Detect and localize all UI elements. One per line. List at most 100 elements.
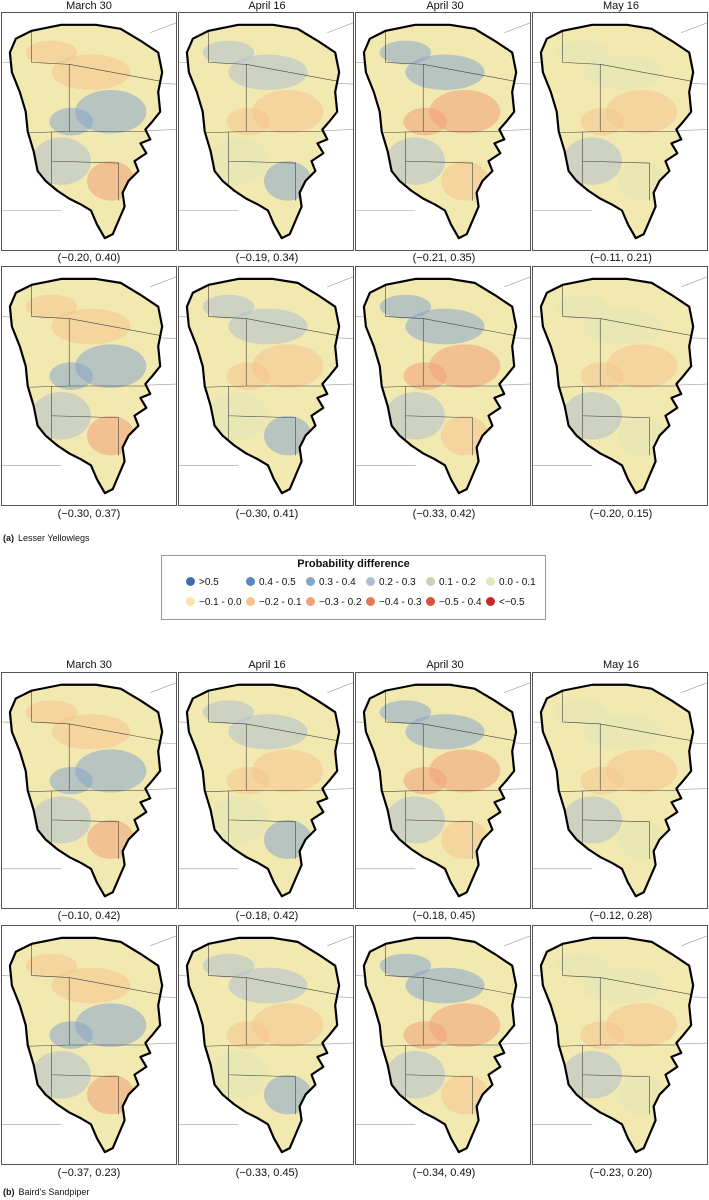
- range-label: (−0.20, 0.15): [589, 508, 653, 520]
- range-label: (−0.23, 0.20): [589, 1167, 653, 1179]
- legend-item: 0.1 - 0.2: [426, 577, 476, 588]
- map-svg: [2, 276, 176, 495]
- legend-label: >0.5: [199, 577, 219, 588]
- legend-item: −0.5 - 0.4: [426, 597, 482, 608]
- probability-patches: [540, 943, 694, 1115]
- caption-b-species: Baird’s Sandpiper: [18, 1187, 90, 1197]
- probability-patch: [252, 344, 324, 388]
- probability-patch: [25, 40, 78, 65]
- col-title-a-3: April 30: [426, 0, 464, 12]
- probability-patch: [252, 749, 324, 793]
- probability-patch: [25, 953, 78, 978]
- region-outline: [362, 936, 518, 1154]
- caption-a-label: (a): [3, 533, 14, 543]
- legend-label: −0.5 - 0.4: [439, 597, 482, 608]
- map-svg: [2, 935, 176, 1154]
- legend-swatch: [486, 597, 495, 606]
- probability-patch: [405, 967, 485, 1004]
- probability-patch: [379, 294, 432, 319]
- probability-patch: [228, 54, 308, 91]
- probability-patch: [556, 700, 609, 724]
- state-boundary: [186, 284, 340, 456]
- probability-patch: [49, 767, 93, 795]
- map-panel: [1, 266, 177, 506]
- col-title-b-2: April 16: [248, 659, 286, 671]
- probability-patch: [580, 767, 624, 795]
- range-label: (−0.18, 0.45): [412, 910, 476, 922]
- caption-b: (b) Baird’s Sandpiper: [3, 1187, 89, 1197]
- probability-patch: [226, 1021, 270, 1049]
- map-svg: [356, 22, 530, 240]
- probability-patch: [403, 107, 447, 136]
- legend-swatch: [186, 597, 195, 606]
- probability-patches: [363, 284, 517, 456]
- probability-patch: [202, 700, 255, 724]
- state-boundary: [9, 690, 163, 860]
- region-outline: [539, 683, 695, 898]
- range-label: (−0.11, 0.21): [590, 252, 652, 264]
- region-outline: [362, 23, 518, 240]
- probability-patch: [379, 40, 432, 65]
- probability-patch: [75, 90, 147, 134]
- probability-patch: [202, 294, 255, 319]
- state-boundary: [363, 30, 517, 201]
- map-panel: [355, 266, 531, 506]
- probability-patch: [582, 714, 662, 750]
- legend-title: Probability difference: [297, 558, 410, 570]
- probability-patch: [75, 749, 147, 793]
- map-svg: [179, 276, 353, 495]
- probability-patches: [9, 30, 163, 201]
- map-svg: [356, 935, 530, 1154]
- map-panel: [1, 12, 177, 251]
- map-panel: [532, 925, 708, 1165]
- legend-label: 0.2 - 0.3: [379, 577, 416, 588]
- probability-patch: [582, 967, 662, 1004]
- probability-patch: [252, 90, 324, 134]
- map-panel: [178, 672, 354, 909]
- legend-item: >0.5: [186, 577, 219, 588]
- probability-patch: [429, 1003, 501, 1047]
- state-boundary: [9, 943, 163, 1115]
- probability-patch: [25, 700, 78, 724]
- state-boundary: [363, 284, 517, 456]
- probability-patch: [606, 749, 678, 793]
- legend-swatch: [366, 597, 375, 606]
- legend-label: −0.2 - 0.1: [259, 597, 302, 608]
- range-label: (−0.37, 0.23): [57, 1167, 121, 1179]
- map-svg: [179, 682, 353, 898]
- legend-item: 0.4 - 0.5: [246, 577, 296, 588]
- probability-patch: [226, 107, 270, 136]
- probability-patch: [202, 40, 255, 65]
- map-svg: [356, 682, 530, 898]
- probability-patch: [51, 54, 131, 91]
- legend-label: 0.4 - 0.5: [259, 577, 296, 588]
- caption-b-label: (b): [3, 1187, 15, 1197]
- probability-patches: [363, 943, 517, 1115]
- probability-patches: [9, 690, 163, 860]
- state-boundary: [9, 30, 163, 201]
- region-outline: [362, 683, 518, 898]
- region-outline: [539, 23, 695, 240]
- map-svg: [2, 22, 176, 240]
- map-panel: [178, 925, 354, 1165]
- legend-label: −0.1 - 0.0: [199, 597, 242, 608]
- range-label: (−0.19, 0.34): [235, 252, 299, 264]
- probability-patch: [403, 767, 447, 795]
- probability-patch: [403, 1021, 447, 1049]
- range-label: (−0.30, 0.41): [235, 508, 299, 520]
- legend-label: −0.3 - 0.2: [319, 597, 362, 608]
- col-title-b-1: March 30: [66, 659, 112, 671]
- legend-label: −0.4 - 0.3: [379, 597, 422, 608]
- caption-a-species: Lesser Yellowlegs: [18, 533, 90, 543]
- legend-swatch: [366, 577, 375, 586]
- probability-patches: [186, 690, 340, 860]
- legend-swatch: [426, 577, 435, 586]
- caption-a: (a) Lesser Yellowlegs: [3, 533, 90, 543]
- range-label: (−0.18, 0.42): [235, 910, 299, 922]
- legend-swatch: [426, 597, 435, 606]
- region-outline: [8, 936, 164, 1154]
- probability-patch: [606, 344, 678, 388]
- range-label: (−0.30, 0.37): [57, 508, 121, 520]
- probability-patch: [580, 107, 624, 136]
- probability-patch: [202, 953, 255, 978]
